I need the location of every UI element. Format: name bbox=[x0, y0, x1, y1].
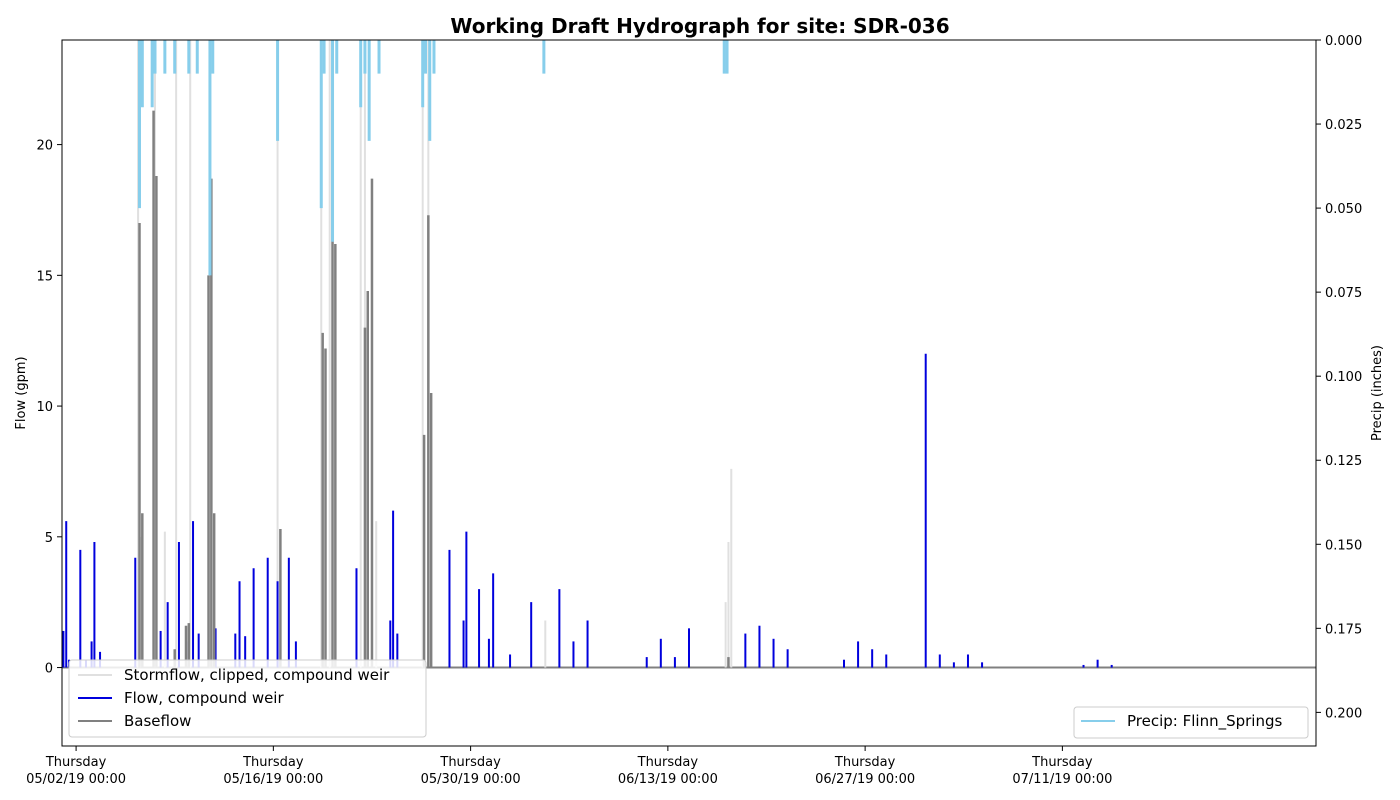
x-tick-label-day-5: Thursday bbox=[1031, 755, 1093, 770]
right-tick-label-1: 0.025 bbox=[1325, 118, 1362, 133]
legend-left-frame bbox=[68, 659, 427, 738]
right-axis-ticks: 0.000 0.025 0.050 0.075 0.100 0.125 0.150 0.175… bbox=[1316, 34, 1362, 721]
left-axis-ticks: 0 5 10 15 20 bbox=[36, 139, 62, 677]
x-tick-label-day-2: Thursday bbox=[439, 755, 501, 770]
right-tick-label-0: 0.000 bbox=[1325, 34, 1362, 49]
legend-right-frame bbox=[1073, 706, 1309, 739]
x-tick-label-date-3: 06/13/19 00:00 bbox=[618, 772, 718, 787]
left-tick-label-1: 5 bbox=[45, 531, 53, 546]
series-flow bbox=[62, 353, 1113, 668]
left-tick-label-3: 15 bbox=[36, 269, 53, 284]
legend-stormflow-label: Stormflow, clipped, compound weir bbox=[124, 666, 390, 684]
x-tick-label-date-2: 05/30/19 00:00 bbox=[421, 772, 521, 787]
left-tick-label-0: 0 bbox=[45, 662, 53, 677]
x-tick-label-date-4: 06/27/19 00:00 bbox=[815, 772, 915, 787]
x-tick-label-day-3: Thursday bbox=[637, 755, 699, 770]
right-tick-label-3: 0.075 bbox=[1325, 286, 1362, 301]
right-tick-label-4: 0.100 bbox=[1325, 370, 1362, 385]
series-precip bbox=[137, 40, 729, 276]
right-tick-label-2: 0.050 bbox=[1325, 202, 1362, 217]
right-tick-label-5: 0.125 bbox=[1325, 454, 1362, 469]
legend-flow-label: Flow, compound weir bbox=[124, 689, 284, 707]
legend-precip-label: Precip: Flinn_Springs bbox=[1127, 712, 1282, 731]
left-tick-label-2: 10 bbox=[36, 400, 53, 415]
x-tick-label-date-1: 05/16/19 00:00 bbox=[223, 772, 323, 787]
x-tick-label-day-4: Thursday bbox=[834, 755, 896, 770]
right-tick-label-8: 0.200 bbox=[1325, 706, 1362, 721]
chart-title: Working Draft Hydrograph for site: SDR-0… bbox=[450, 14, 949, 38]
legend-left: Stormflow, clipped, compound weir Flow, … bbox=[68, 659, 427, 738]
right-tick-label-7: 0.175 bbox=[1325, 622, 1362, 637]
legend-baseflow-label: Baseflow bbox=[124, 712, 191, 730]
x-tick-label-day-0: Thursday bbox=[45, 755, 107, 770]
series-layer bbox=[62, 40, 1316, 669]
x-tick-label-day-1: Thursday bbox=[242, 755, 304, 770]
x-tick-label-date-0: 05/02/19 00:00 bbox=[26, 772, 126, 787]
x-axis-ticks: Thursday 05/02/19 00:00 Thursday 05/16/19 0… bbox=[26, 746, 1112, 787]
x-tick-label-date-5: 07/11/19 00:00 bbox=[1012, 772, 1112, 787]
left-tick-label-4: 20 bbox=[36, 139, 53, 154]
right-axis-label: Precip (inches) bbox=[1370, 345, 1385, 441]
plot-border bbox=[61, 39, 1317, 747]
left-axis-label: Flow (gpm) bbox=[14, 356, 29, 429]
legend-right: Precip: Flinn_Springs bbox=[1073, 706, 1309, 739]
series-baseflow bbox=[138, 110, 730, 668]
right-tick-label-6: 0.150 bbox=[1325, 538, 1362, 553]
